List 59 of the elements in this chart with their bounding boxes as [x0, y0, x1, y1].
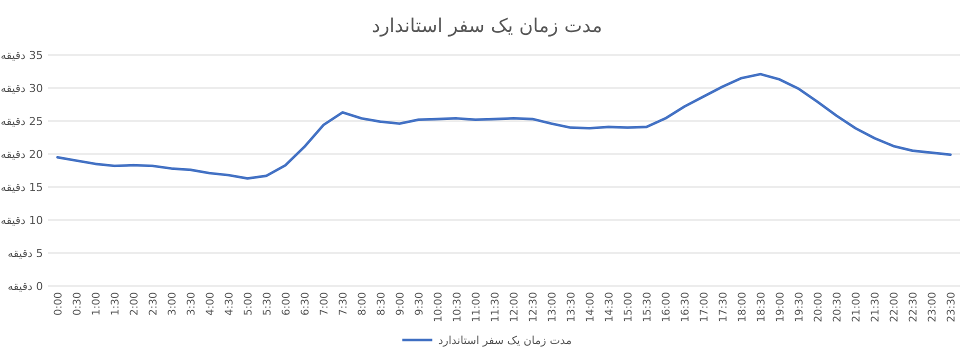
x-tick-label: 6:30: [300, 292, 312, 316]
legend: مدت زمان یک سفر استاندارد: [402, 334, 572, 347]
x-tick-label: 11:30: [490, 292, 502, 322]
x-tick-label: 3:00: [166, 292, 178, 316]
x-tick-label: 12:30: [528, 292, 540, 322]
x-tick-label: 4:30: [224, 292, 236, 316]
x-tick-label: 21:00: [850, 292, 862, 322]
x-tick-label: 5:30: [262, 292, 274, 316]
x-tick-label: 22:30: [908, 292, 920, 322]
x-tick-label: 22:00: [888, 292, 900, 322]
x-tick-label: 19:30: [794, 292, 806, 322]
y-tick-label: 0 دقیقه: [8, 280, 43, 293]
y-tick-label: 35 دقیقه: [0, 49, 43, 62]
x-tick-label: 16:00: [660, 292, 672, 322]
x-tick-label: 10:00: [432, 292, 444, 322]
x-tick-label: 9:00: [394, 292, 406, 316]
x-tick-label: 7:30: [338, 292, 350, 316]
x-tick-label: 16:30: [680, 292, 692, 322]
x-tick-label: 1:30: [110, 292, 122, 316]
y-tick-label: 30 دقیقه: [0, 82, 43, 95]
x-tick-label: 9:30: [414, 292, 426, 316]
x-tick-label: 23:30: [946, 292, 958, 322]
x-tick-label: 12:00: [508, 292, 520, 322]
y-tick-label: 15 دقیقه: [0, 181, 43, 194]
x-tick-label: 1:00: [90, 292, 102, 316]
x-tick-label: 15:00: [622, 292, 634, 322]
x-tick-label: 17:30: [718, 292, 730, 322]
y-tick-label: 5 دقیقه: [8, 247, 43, 260]
x-tick-label: 0:00: [52, 292, 64, 316]
x-tick-label: 19:00: [774, 292, 786, 322]
x-tick-label: 17:00: [698, 292, 710, 322]
y-tick-label: 25 دقیقه: [0, 115, 43, 128]
x-tick-label: 6:00: [280, 292, 292, 316]
x-tick-label: 2:30: [148, 292, 160, 316]
x-tick-label: 20:30: [832, 292, 844, 322]
x-tick-label: 14:00: [584, 292, 596, 322]
x-tick-label: 8:30: [376, 292, 388, 316]
x-tick-label: 11:00: [470, 292, 482, 322]
legend-label: مدت زمان یک سفر استاندارد: [438, 334, 572, 347]
y-tick-label: 10 دقیقه: [0, 214, 43, 227]
x-tick-label: 3:30: [186, 292, 198, 316]
x-tick-label: 20:00: [812, 292, 824, 322]
x-tick-label: 13:30: [566, 292, 578, 322]
y-tick-label: 20 دقیقه: [0, 148, 43, 161]
x-tick-label: 18:00: [736, 292, 748, 322]
x-tick-label: 0:30: [72, 292, 84, 316]
x-tick-label: 13:00: [546, 292, 558, 322]
x-tick-label: 5:00: [242, 292, 254, 316]
x-tick-label: 21:30: [870, 292, 882, 322]
x-tick-label: 10:30: [452, 292, 464, 322]
x-tick-label: 2:00: [128, 292, 140, 316]
x-tick-label: 4:00: [204, 292, 216, 316]
title: مدت زمان یک سفر استاندارد: [372, 15, 602, 37]
x-tick-label: 7:00: [318, 292, 330, 316]
x-tick-label: 18:30: [756, 292, 768, 322]
x-tick-label: 23:00: [926, 292, 938, 322]
x-tick-label: 15:30: [642, 292, 654, 322]
x-tick-label: 14:30: [604, 292, 616, 322]
x-tick-label: 8:00: [356, 292, 368, 316]
